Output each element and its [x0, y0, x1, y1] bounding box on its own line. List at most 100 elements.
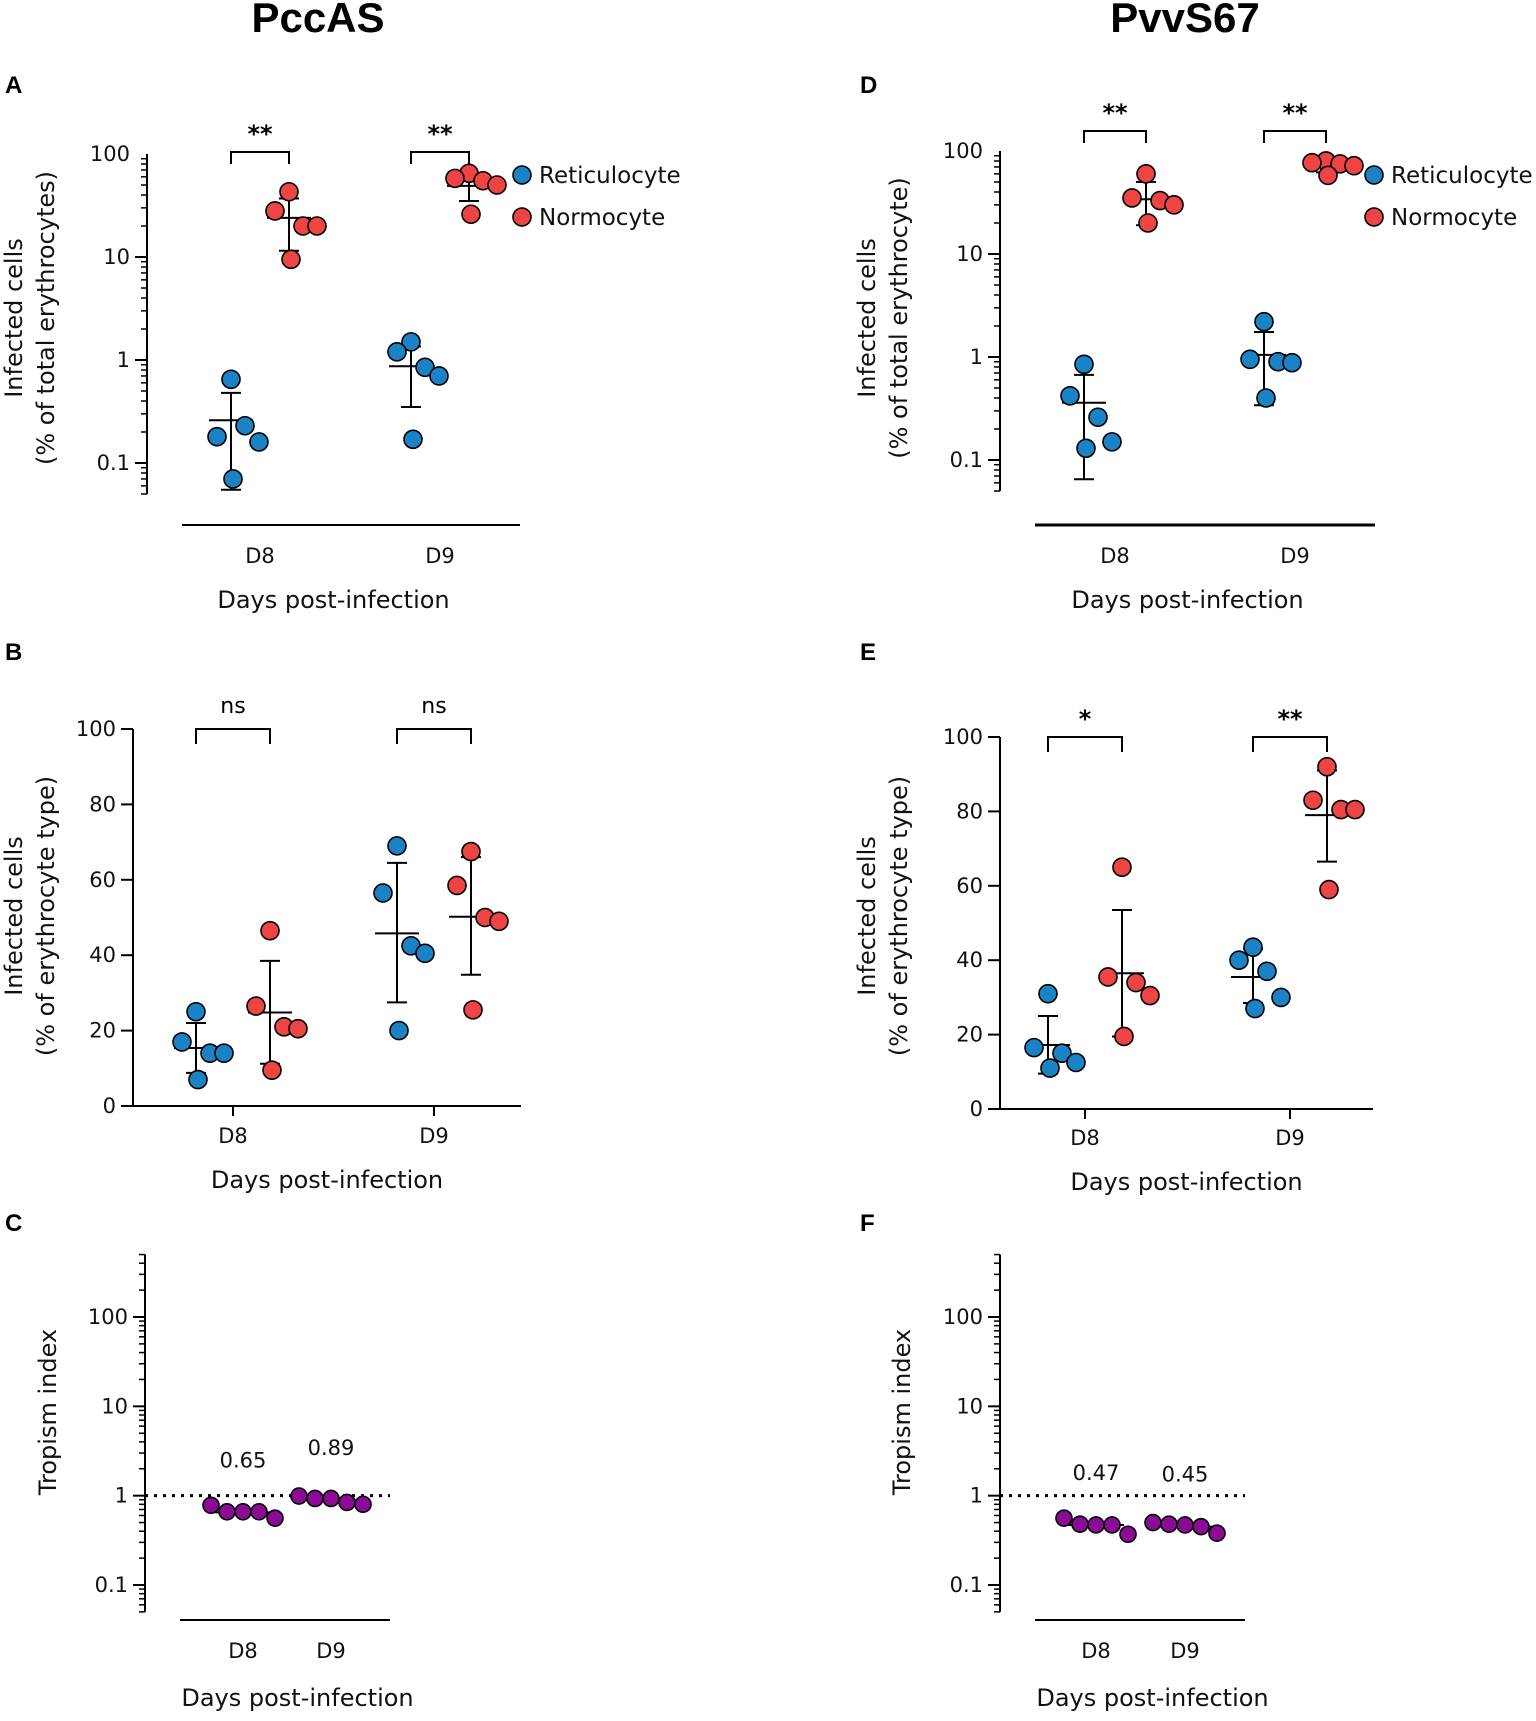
data-point-tropism-index [290, 1487, 308, 1505]
data-point-reticulocyte [188, 1069, 208, 1090]
y-axis-label-sub: (% of total erythrocytes) [32, 171, 60, 465]
data-point-reticulocyte [172, 1032, 192, 1052]
data-point-reticulocyte [1076, 438, 1096, 459]
x-tick-label-d8: D8 [218, 1124, 248, 1148]
y-tick-label: 0 [103, 1094, 116, 1118]
x-axis-label: Days post-infection [181, 1684, 413, 1712]
y-tick-label: 0 [970, 1097, 983, 1121]
y-tick-label: 0.1 [950, 1573, 983, 1597]
y-axis-label: Infected cells [0, 836, 28, 996]
data-point-tropism-index [250, 1502, 268, 1521]
panel-e: E 0 20 40 60 80 100 D8 D9 Days post-infection Infe… [853, 639, 1373, 1196]
legend: Reticulocyte Normocyte [512, 163, 681, 231]
data-point-reticulocyte [1256, 388, 1276, 408]
data-point-normocyte [1345, 799, 1365, 820]
data-point-reticulocyte [1102, 432, 1122, 452]
data-point-normocyte [1164, 195, 1184, 215]
mean-value-label: 0.89 [308, 1436, 355, 1460]
data-point-normocyte [461, 841, 481, 862]
data-point-reticulocyte [401, 332, 421, 352]
data-point-normocyte [447, 875, 467, 896]
comparison-bracket [230, 151, 290, 164]
y-axis-label: Infected cells [0, 238, 28, 398]
legend-marker-normocyte [1364, 207, 1384, 227]
x-tick-label-d8: D8 [1100, 544, 1130, 568]
significance-label: ** [1277, 705, 1303, 733]
y-tick-label: 20 [956, 1023, 983, 1047]
mean-value-label: 0.65 [220, 1448, 267, 1472]
data-point-tropism-index [218, 1502, 236, 1521]
y-tick-label: 0.1 [97, 451, 130, 475]
data-point-tropism-index [338, 1493, 356, 1512]
data-point-reticulocyte [373, 883, 393, 903]
y-tick-label: 1 [970, 345, 983, 369]
legend: Reticulocyte Normocyte [1364, 163, 1533, 231]
y-tick-label: 10 [956, 1394, 983, 1418]
y-tick-label: 100 [76, 717, 116, 741]
legend-label-reticulocyte: Reticulocyte [539, 163, 681, 189]
legend-marker-reticulocyte [512, 165, 532, 185]
data-point-tropism-index [306, 1489, 324, 1508]
data-point-reticulocyte [1240, 349, 1260, 370]
comparison-bracket [1083, 130, 1147, 143]
comparison-bracket [1263, 130, 1327, 143]
panel-letter-d: D [860, 72, 877, 99]
significance-label: ** [247, 120, 273, 148]
data-point-reticulocyte [1271, 987, 1291, 1008]
data-point-tropism-index [1208, 1524, 1226, 1543]
data-point-normocyte [1122, 188, 1142, 208]
data-point-reticulocyte [1245, 998, 1265, 1019]
data-point-reticulocyte [387, 342, 407, 362]
y-tick-label: 1 [970, 1484, 983, 1508]
significance-label: * [1079, 705, 1092, 733]
panel-letter-e: E [860, 639, 876, 666]
data-point-normocyte [1138, 213, 1158, 233]
x-tick-label-d9: D9 [419, 1124, 449, 1148]
data-point-normocyte [262, 1060, 282, 1080]
comparison-bracket [1252, 736, 1328, 752]
y-tick-label: 100 [88, 1305, 128, 1329]
data-point-reticulocyte [221, 369, 241, 390]
data-point-normocyte [246, 996, 266, 1016]
data-point-normocyte [1098, 967, 1118, 987]
comparison-bracket [195, 728, 271, 744]
data-point-normocyte [489, 911, 509, 932]
significance-label: ** [1102, 99, 1128, 127]
panel-letter-a: A [5, 72, 22, 99]
data-point-tropism-index [1055, 1509, 1073, 1527]
data-point-tropism-index [1119, 1525, 1137, 1544]
data-point-reticulocyte [223, 469, 243, 489]
panel-letter-b: B [5, 639, 22, 666]
y-axis-label: Infected cells [853, 238, 881, 398]
panel-letter-c: C [5, 1210, 22, 1237]
data-point-reticulocyte [1243, 937, 1263, 957]
title-right: PvvS67 [1110, 0, 1259, 41]
y-axis-label: Tropism index [34, 1329, 62, 1496]
data-point-reticulocyte [1074, 354, 1094, 375]
data-point-reticulocyte [429, 366, 449, 386]
data-point-tropism-index [202, 1496, 220, 1515]
data-point-normocyte [1319, 879, 1339, 900]
legend-label-reticulocyte: Reticulocyte [1391, 163, 1533, 189]
y-tick-label: 100 [943, 139, 983, 163]
data-point-reticulocyte [207, 426, 227, 447]
data-point-normocyte [307, 216, 327, 236]
data-point-normocyte [1112, 857, 1132, 878]
data-point-reticulocyte [1257, 961, 1277, 982]
significance-label: ** [1282, 99, 1308, 127]
data-point-reticulocyte [186, 1001, 206, 1022]
data-point-tropism-index [1144, 1513, 1162, 1532]
x-axis-label: Days post-infection [217, 586, 449, 614]
y-tick-label: 40 [89, 943, 116, 967]
data-point-normocyte [1317, 756, 1337, 777]
data-point-tropism-index [1103, 1516, 1121, 1534]
x-tick-label-d9: D9 [316, 1639, 346, 1663]
data-point-tropism-index [354, 1495, 372, 1514]
data-point-tropism-index [1087, 1516, 1105, 1534]
data-point-reticulocyte [1038, 983, 1058, 1004]
x-tick-label-d9: D9 [425, 544, 455, 568]
y-tick-label: 80 [89, 792, 116, 816]
y-tick-label: 40 [956, 948, 983, 972]
data-point-normocyte [1140, 985, 1160, 1006]
data-point-normocyte [487, 175, 507, 195]
